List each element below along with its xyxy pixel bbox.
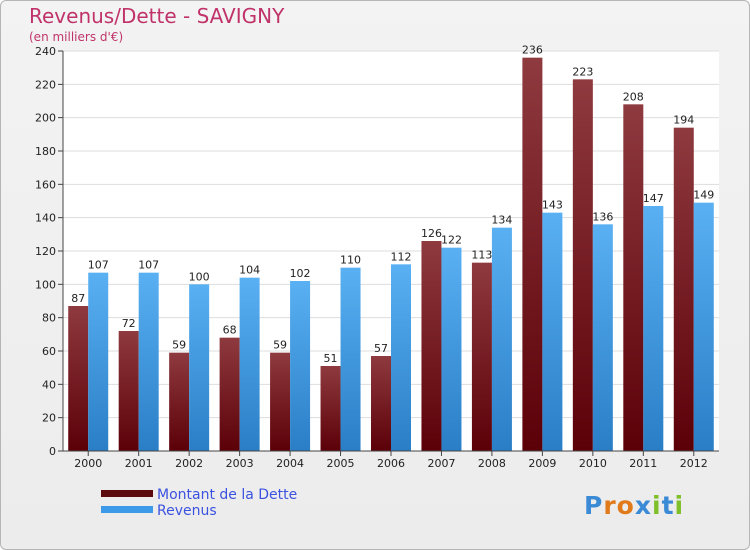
y-tick-label: 140 xyxy=(35,212,56,225)
data-label: 208 xyxy=(623,90,644,103)
revenue-bar xyxy=(340,267,361,451)
data-label: 110 xyxy=(340,254,361,267)
data-label: 143 xyxy=(542,199,563,212)
logo-letter: P xyxy=(584,491,604,520)
data-label: 236 xyxy=(522,44,543,57)
legend-label-debt: Montant de la Dette xyxy=(157,487,298,503)
logo-letter: x xyxy=(634,491,652,520)
debt-bar xyxy=(270,352,291,451)
revenue-bar xyxy=(391,264,411,451)
data-label: 113 xyxy=(471,249,492,262)
logo-letter: i xyxy=(674,491,685,520)
debt-bar xyxy=(673,127,694,452)
axes: 0 20 40 60 80 100 120 140 160 180 200 220 240 2000 200… xyxy=(35,45,719,470)
data-label: 72 xyxy=(122,317,136,330)
data-label: 194 xyxy=(673,114,694,127)
data-label: 57 xyxy=(374,342,388,355)
debt-bar xyxy=(118,331,139,451)
revenue-bar xyxy=(138,272,159,451)
data-label: 68 xyxy=(223,324,237,337)
debt-bar xyxy=(219,337,240,451)
y-tick-label: 40 xyxy=(42,378,56,391)
revenue-bar xyxy=(592,224,613,451)
y-tick-label: 20 xyxy=(42,412,56,425)
legend-swatch-debt xyxy=(101,490,153,497)
y-tick-label: 0 xyxy=(49,445,56,458)
debt-bar xyxy=(421,241,442,451)
chart-subtitle: (en milliers d'€) xyxy=(29,30,124,44)
debt-bar xyxy=(623,104,644,451)
x-tick-label: 2001 xyxy=(125,457,153,470)
bars: 87 107 72 107 59 100 68 104 59 102 51 110 57 112 12612… xyxy=(68,44,714,452)
y-tick-label: 220 xyxy=(35,78,56,91)
legend-label-revenue: Revenus xyxy=(157,503,217,519)
x-tick-label: 2004 xyxy=(276,457,304,470)
data-label: 100 xyxy=(189,270,210,283)
x-tick-label: 2002 xyxy=(175,457,203,470)
revenue-bar xyxy=(693,202,714,451)
y-tick-label: 180 xyxy=(35,145,56,158)
revenue-bar xyxy=(491,227,512,451)
logo-letter: t xyxy=(661,491,675,520)
revenue-bar xyxy=(189,284,210,451)
x-tick-label: 2011 xyxy=(629,457,657,470)
data-label: 102 xyxy=(290,267,311,280)
x-tick-label: 2005 xyxy=(327,457,355,470)
data-label: 107 xyxy=(138,259,159,272)
revenue-bar xyxy=(88,272,109,451)
debt-bar xyxy=(471,262,492,451)
revenue-bar xyxy=(542,212,563,451)
y-tick-label: 60 xyxy=(42,345,56,358)
data-label: 104 xyxy=(239,264,260,277)
logo-letter: o xyxy=(616,491,635,520)
data-label: 223 xyxy=(572,65,593,78)
x-tick-label: 2006 xyxy=(377,457,405,470)
y-tick-label: 240 xyxy=(35,45,56,58)
data-label: 51 xyxy=(324,352,338,365)
data-label: 59 xyxy=(172,339,186,352)
data-label: 107 xyxy=(88,259,109,272)
x-tick-label: 2009 xyxy=(528,457,556,470)
debt-bar xyxy=(371,356,391,451)
debt-bar xyxy=(68,306,89,451)
revenue-bar xyxy=(643,206,664,451)
data-label: 149 xyxy=(693,189,714,202)
revenue-bar xyxy=(239,277,260,451)
revenue-bar xyxy=(290,281,311,451)
proxiti-logo: Proxiti xyxy=(584,491,684,520)
x-tick-label: 2000 xyxy=(74,457,102,470)
x-tick-label: 2007 xyxy=(427,457,455,470)
data-label: 112 xyxy=(391,250,412,263)
data-label: 122 xyxy=(441,234,462,247)
debt-bar xyxy=(320,366,341,451)
logo-letter: r xyxy=(603,491,617,520)
y-tick-label: 80 xyxy=(42,312,56,325)
data-label: 147 xyxy=(643,192,664,205)
y-tick-label: 160 xyxy=(35,178,56,191)
y-tick-label: 120 xyxy=(35,245,56,258)
logo-letter: i xyxy=(652,491,662,520)
revenue-bar xyxy=(441,247,462,451)
x-tick-label: 2008 xyxy=(478,457,506,470)
x-tick-label: 2012 xyxy=(680,457,708,470)
y-tick-label: 200 xyxy=(35,112,56,125)
data-label: 126 xyxy=(421,227,442,240)
data-label: 87 xyxy=(71,292,85,305)
data-label: 59 xyxy=(273,339,287,352)
x-tick-label: 2003 xyxy=(226,457,254,470)
data-label: 136 xyxy=(592,210,613,223)
debt-bar xyxy=(572,79,593,451)
debt-bar xyxy=(522,57,543,452)
legend-swatch-revenue xyxy=(101,506,153,513)
data-label: 134 xyxy=(491,214,512,227)
x-tick-label: 2010 xyxy=(579,457,607,470)
chart-title: Revenus/Dette - SAVIGNY xyxy=(29,4,285,28)
y-tick-label: 100 xyxy=(35,278,56,291)
debt-bar xyxy=(169,352,190,451)
